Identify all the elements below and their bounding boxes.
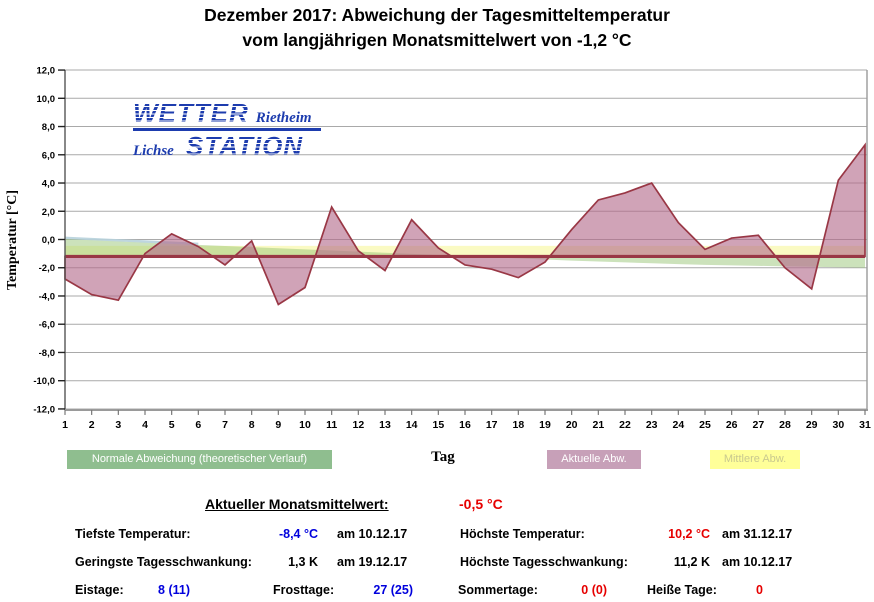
svg-text:24: 24 [672,419,684,431]
svg-text:21: 21 [592,419,604,431]
legend-mittlere-abweichung: Mittlere Abw. [710,450,800,469]
page-title: Dezember 2017: Abweichung der Tagesmitte… [0,3,874,52]
svg-text:Temperatur [°C]: Temperatur [°C] [5,190,20,290]
svg-text:5: 5 [169,419,175,431]
svg-text:18: 18 [512,419,524,431]
svg-text:8,0: 8,0 [42,122,55,133]
largest-range-date: am 10.12.17 [722,555,793,569]
svg-text:28: 28 [779,419,791,431]
svg-text:-4,0: -4,0 [39,291,55,302]
svg-text:8: 8 [249,419,255,431]
svg-text:4,0: 4,0 [42,179,55,190]
svg-text:-10,0: -10,0 [33,376,55,387]
page-title-line1: Dezember 2017: Abweichung der Tagesmitte… [204,5,670,25]
highest-temp-date: am 31.12.17 [722,527,793,541]
svg-text:17: 17 [486,419,498,431]
svg-text:12: 12 [352,419,364,431]
svg-text:20: 20 [566,419,578,431]
largest-range-value: 11,2 K [673,555,710,569]
svg-text:16: 16 [459,419,471,431]
logo-word-wetter: WETTER [133,98,249,128]
monthly-mean-label: Aktueller Monatsmittelwert: [205,496,389,512]
logo-word-station: STATION [185,131,304,161]
frosttage-label: Frosttage: [273,583,335,597]
svg-text:27: 27 [752,419,764,431]
svg-text:7: 7 [222,419,228,431]
svg-text:1: 1 [62,419,68,431]
svg-text:12,0: 12,0 [37,66,56,77]
svg-text:15: 15 [432,419,444,431]
smallest-range-label: Geringste Tagesschwankung: [75,555,252,569]
frosttage-value: 27 (25) [373,583,413,597]
svg-text:10: 10 [299,419,311,431]
heisse-tage-label: Heiße Tage: [647,583,717,597]
svg-text:-12,0: -12,0 [33,404,55,415]
highest-temp-value: 10,2 °C [668,527,710,541]
svg-text:-8,0: -8,0 [39,348,55,359]
legend-aktuelle-abweichung: Aktuelle Abw. [547,450,641,469]
lowest-temp-date: am 10.12.17 [337,527,408,541]
svg-text:-2,0: -2,0 [39,263,55,274]
x-axis-title: Tag [431,449,455,465]
largest-range-label: Höchste Tagesschwankung: [460,555,628,569]
svg-text:22: 22 [619,419,631,431]
svg-text:31: 31 [859,419,871,431]
svg-text:29: 29 [806,419,818,431]
svg-text:3: 3 [115,419,121,431]
svg-text:9: 9 [275,419,281,431]
lowest-temp-label: Tiefste Temperatur: [75,527,191,541]
sommertage-value: 0 (0) [581,583,607,597]
svg-text:13: 13 [379,419,391,431]
eistage-label: Eistage: [75,583,124,597]
sommertage-label: Sommertage: [458,583,538,597]
eistage-value: 8 (11) [158,583,190,597]
svg-text:19: 19 [539,419,551,431]
svg-text:-6,0: -6,0 [39,320,55,331]
svg-text:4: 4 [142,419,148,431]
svg-text:2,0: 2,0 [42,207,55,218]
heisse-tage-value: 0 [756,583,763,597]
svg-text:30: 30 [832,419,844,431]
svg-text:0,0: 0,0 [42,235,55,246]
svg-text:23: 23 [646,419,658,431]
svg-text:11: 11 [326,419,337,431]
svg-text:25: 25 [699,419,711,431]
logo-divider [133,128,321,131]
svg-text:6,0: 6,0 [42,150,55,161]
svg-text:26: 26 [726,419,738,431]
monthly-mean-value: -0,5 °C [459,496,503,512]
highest-temp-label: Höchste Temperatur: [460,527,585,541]
smallest-range-value: 1,3 K [288,555,318,569]
logo-word-rietheim: Rietheim [255,110,312,126]
svg-text:2: 2 [89,419,95,431]
smallest-range-date: am 19.12.17 [337,555,408,569]
legend-normale-abweichung: Normale Abweichung (theoretischer Verlau… [67,450,332,469]
svg-text:6: 6 [195,419,201,431]
wetterstation-logo: WETTER Rietheim Lichse STATION [133,100,328,159]
svg-text:10,0: 10,0 [37,94,56,105]
logo-word-lichse: Lichse [133,143,174,159]
svg-text:14: 14 [406,419,418,431]
lowest-temp-value: -8,4 °C [278,527,318,541]
page-title-line2: vom langjährigen Monatsmittelwert von -1… [242,29,632,50]
